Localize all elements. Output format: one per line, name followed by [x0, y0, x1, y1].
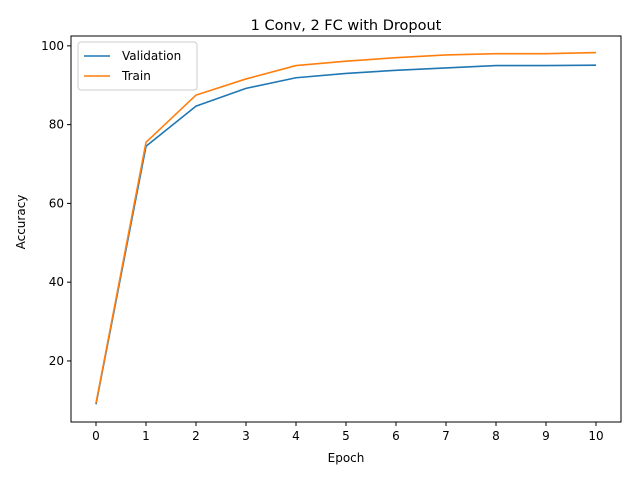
- legend-label-train: Train: [121, 69, 151, 83]
- x-axis-label: Epoch: [328, 451, 365, 465]
- chart-title: 1 Conv, 2 FC with Dropout: [251, 18, 442, 34]
- y-tick-label: 60: [49, 196, 64, 210]
- x-tick-label: 0: [92, 429, 100, 443]
- x-tick-label: 7: [442, 429, 450, 443]
- x-tick-label: 1: [142, 429, 150, 443]
- y-tick-label: 40: [49, 275, 64, 289]
- x-tick-label: 2: [192, 429, 200, 443]
- y-axis-label: Accuracy: [14, 195, 28, 250]
- x-axis-ticks: 0 1 2 3 4 5 6 7 8 9 10: [92, 422, 604, 443]
- x-tick-label: 10: [588, 429, 603, 443]
- y-tick-label: 20: [49, 354, 64, 368]
- series-lines: [95, 51, 597, 405]
- x-tick-label: 9: [542, 429, 550, 443]
- legend: Validation Train: [77, 41, 198, 91]
- x-tick-label: 8: [492, 429, 500, 443]
- y-tick-label: 100: [41, 39, 64, 53]
- legend-box: [77, 41, 198, 91]
- series-line-train: [95, 51, 597, 404]
- series-line-validation: [95, 64, 597, 405]
- y-tick-label: 80: [49, 118, 64, 132]
- x-tick-label: 3: [242, 429, 250, 443]
- x-tick-label: 5: [342, 429, 350, 443]
- axes-frame: [70, 35, 622, 423]
- y-axis-ticks: 20 40 60 80 100: [41, 39, 71, 368]
- x-tick-label: 6: [392, 429, 400, 443]
- x-tick-label: 4: [292, 429, 300, 443]
- legend-label-validation: Validation: [122, 49, 181, 63]
